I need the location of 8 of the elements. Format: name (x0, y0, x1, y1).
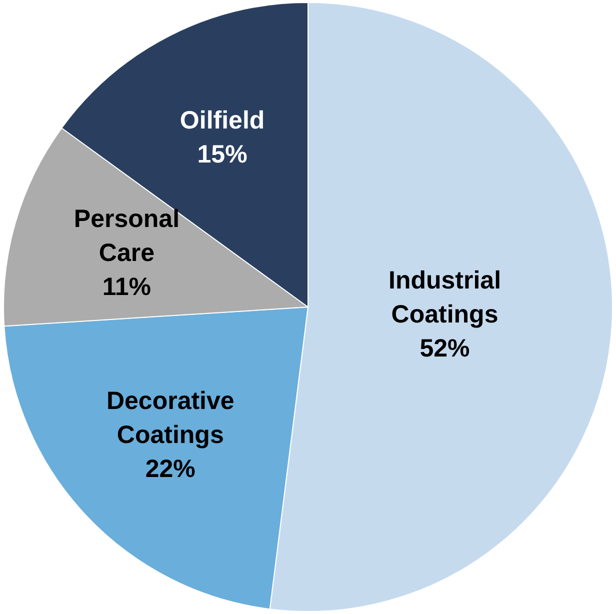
data-label: 15% (197, 140, 248, 169)
slice-label: Oilfield (180, 106, 265, 135)
data-label: 52% (420, 334, 470, 362)
slice-label: Personal Care (74, 205, 180, 268)
data-label: 11% (102, 273, 152, 302)
data-label: 22% (145, 455, 196, 484)
slice-label: Decorative Coatings (106, 387, 234, 450)
slice-label: Industrial Coatings (388, 266, 502, 328)
